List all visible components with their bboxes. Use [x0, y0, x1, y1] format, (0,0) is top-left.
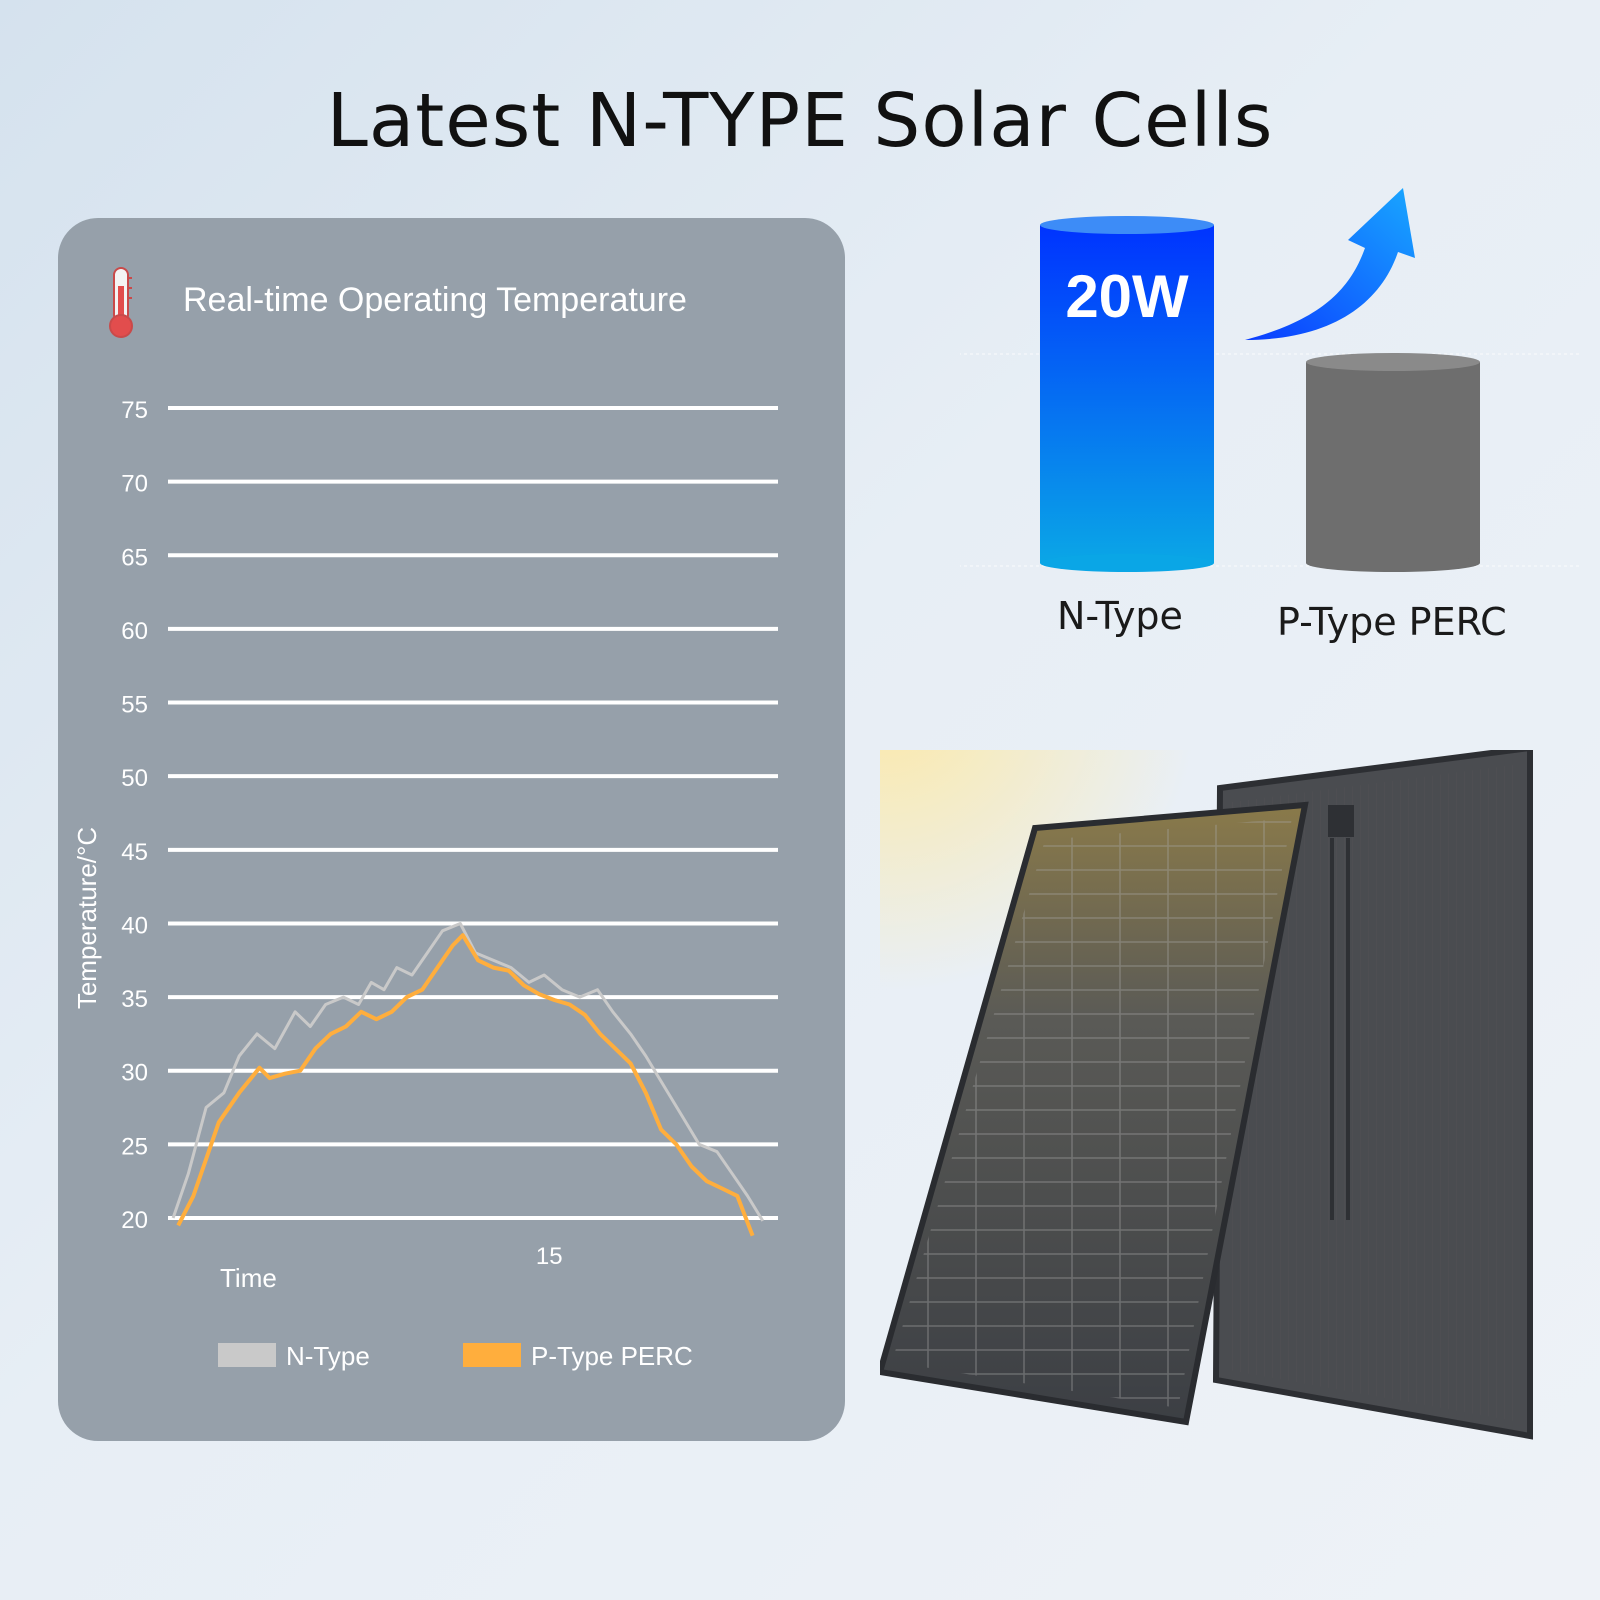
x-tick-label-15: 15: [536, 1243, 563, 1270]
solar-panels-image: [780, 630, 1540, 1470]
n-type-bar: [1040, 216, 1214, 572]
power-comparison: 20W N-Type P-Type PERC: [960, 180, 1580, 680]
y-tick-label-75: 75: [121, 397, 148, 424]
series-line-n-type: [171, 922, 765, 1222]
y-tick-label-60: 60: [121, 618, 148, 645]
y-tick-label-65: 65: [121, 544, 148, 571]
solar-panels-illustration: [780, 630, 1533, 1440]
up-arrow-icon: [1245, 188, 1415, 340]
y-tick-label-55: 55: [121, 692, 148, 719]
temperature-chart: Real-time Operating Temperature 20 25 30 35…: [72, 267, 778, 1371]
temperature-chart-panel: Real-time Operating Temperature 20 25 30 35…: [58, 218, 845, 1441]
legend-label-n-type: N-Type: [286, 1341, 370, 1371]
thermometer-icon: [109, 267, 133, 338]
y-tick-labels: 20 25 30 35 40 45 50 55 60 65 70 75: [121, 397, 148, 1234]
y-tick-label-20: 20: [121, 1207, 148, 1234]
y-tick-label-40: 40: [121, 912, 148, 939]
n-type-label: N-Type: [1057, 594, 1183, 638]
y-tick-label-70: 70: [121, 471, 148, 498]
x-tick-labels: 15: [536, 1243, 563, 1270]
y-tick-label-25: 25: [121, 1133, 148, 1160]
page-title: Latest N-TYPE Solar Cells: [326, 78, 1274, 164]
y-axis-label: Temperature/°C: [72, 827, 102, 1009]
p-type-bar: [1306, 353, 1480, 572]
legend-label-p-type: P-Type PERC: [531, 1341, 693, 1371]
power-badge: 20W: [1065, 263, 1189, 330]
y-tick-label-30: 30: [121, 1060, 148, 1087]
x-axis-label: Time: [220, 1263, 277, 1293]
grid-lines: [168, 406, 778, 1220]
chart-title: Real-time Operating Temperature: [183, 281, 687, 319]
y-tick-label-35: 35: [121, 986, 148, 1013]
front-panel: [876, 801, 1309, 1426]
legend-swatch-p-type: [463, 1343, 521, 1367]
y-tick-label-50: 50: [121, 765, 148, 792]
p-type-label: P-Type PERC: [1277, 600, 1507, 644]
legend-swatch-n-type: [218, 1343, 276, 1367]
back-panel: [1212, 744, 1533, 1440]
comparison-graphic: 20W: [960, 188, 1580, 572]
legend: N-Type P-Type PERC: [218, 1341, 693, 1371]
series-lines: [171, 922, 765, 1237]
y-tick-label-45: 45: [121, 839, 148, 866]
series-line-p-type-perc: [176, 933, 755, 1237]
